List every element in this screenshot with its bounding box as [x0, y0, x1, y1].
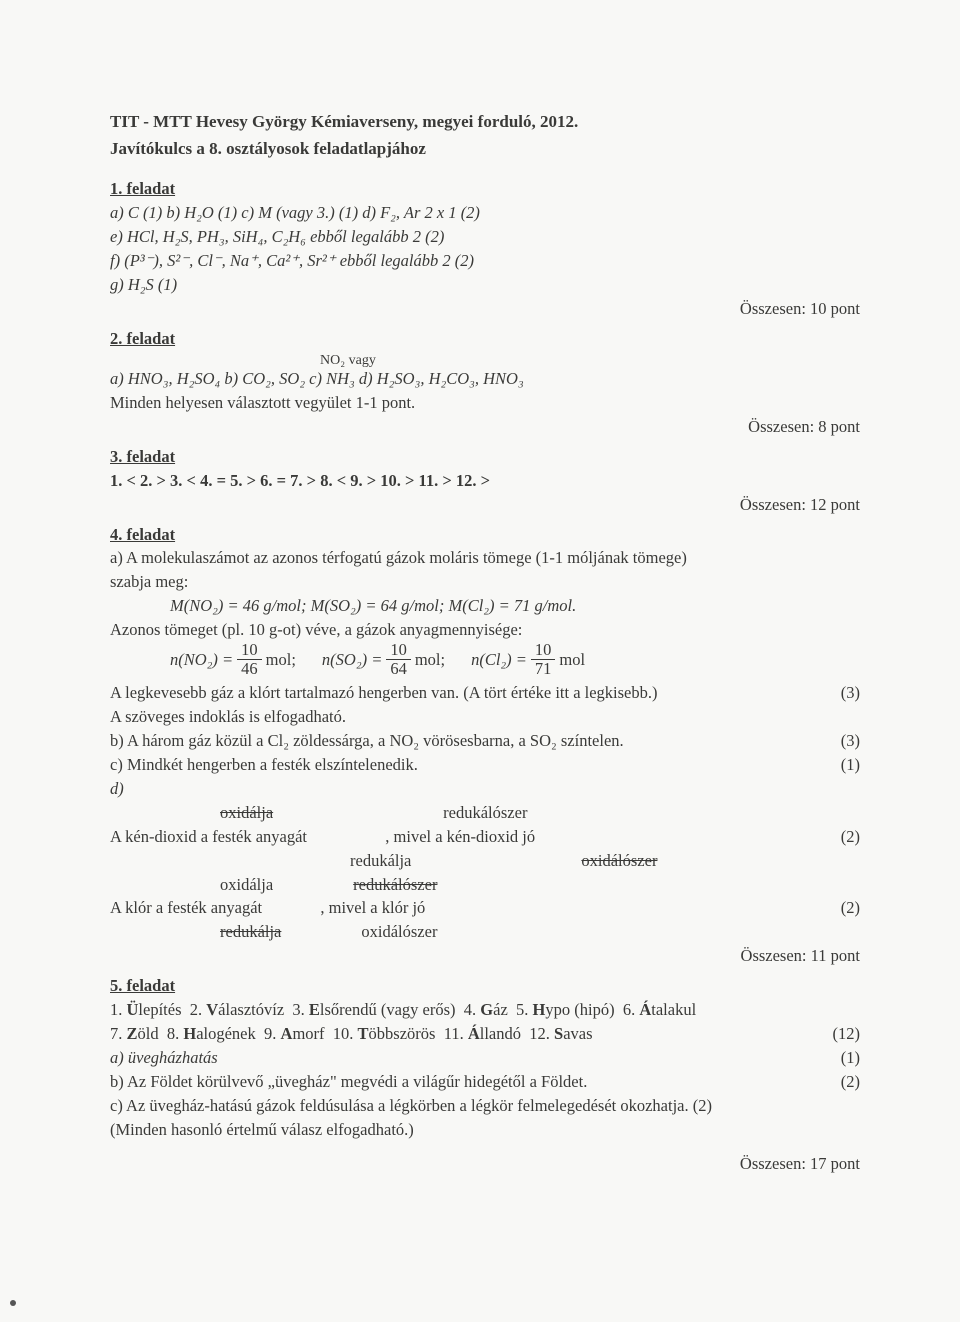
- f4-d-ox4: oxidálószer: [361, 920, 437, 944]
- f5-c: c) Az üvegház-hatású gázok feldúsulása a…: [110, 1094, 860, 1118]
- frac-num-1: 10: [237, 642, 262, 660]
- f1-a: a) C (1) b) H₂O (1) c) M (vagy 3.) (1) d…: [110, 201, 860, 225]
- frac-den-64: 64: [386, 660, 411, 678]
- f1-e: e) HCl, H₂S, PH₃, SiH₄, C₂H₆ ebből legal…: [110, 225, 860, 249]
- f4-d-line1-pts: (2): [820, 825, 860, 849]
- mol-2: mol;: [415, 648, 445, 672]
- f5-l2: 7. Zöld 8. Halogének 9. Amorf 10. Többsz…: [110, 1022, 593, 1046]
- f4-d-row3: oxidálja redukálószer: [110, 873, 860, 897]
- f4-d-row1: oxidálja redukálószer: [110, 801, 860, 825]
- f5-a: a) üvegházhatás: [110, 1046, 218, 1070]
- f5-l2-row: 7. Zöld 8. Halogének 9. Amorf 10. Többsz…: [110, 1022, 860, 1046]
- f3-seq: 1. < 2. > 3. < 4. = 5. > 6. = 7. > 8. < …: [110, 469, 860, 493]
- f4-d-red4: redukálja: [220, 920, 281, 944]
- document-page: TIT - MTT Hevesy György Kémiaverseny, me…: [0, 0, 960, 1322]
- f4-d-line1: A kén-dioxid a festék anyagát , mivel a …: [110, 825, 860, 849]
- f1-f: f) (P³⁻), S²⁻, Cl⁻, Na⁺, Ca²⁺, Sr²⁺ ebbő…: [110, 249, 860, 273]
- f2-total: Összesen: 8 pont: [110, 415, 860, 439]
- f4-a2: szabja meg:: [110, 570, 860, 594]
- doc-subtitle: Javítókulcs a 8. osztályosok feladatlapj…: [110, 137, 860, 162]
- frac-64: 10 64: [386, 642, 411, 677]
- f4-a4-row: A legkevesebb gáz a klórt tartalmazó hen…: [110, 681, 860, 705]
- n-so2-label: n(SO₂) =: [322, 648, 382, 672]
- frac-num-3: 10: [531, 642, 556, 660]
- f4-a4-pts: (3): [820, 681, 860, 705]
- page-marker: [10, 1300, 16, 1306]
- f4-d-red2: redukálja: [350, 849, 411, 873]
- f5-b: b) Az Földet körülvevő „üvegház" megvédi…: [110, 1070, 587, 1094]
- f4-a3: Azonos tömeget (pl. 10 g-ot) véve, a gáz…: [110, 618, 860, 642]
- f4-d-ox3: oxidálja: [220, 873, 273, 897]
- f2-line1: a) HNO₃, H₂SO₄ b) CO₂, SO₂ c) NH₃ d) H₂S…: [110, 367, 860, 391]
- f4-head: 4. feladat: [110, 523, 860, 547]
- f4-d-line2-b: , mivel a klór jó: [320, 898, 425, 917]
- f4-d-line2-a: A klór a festék anyagát: [110, 898, 262, 917]
- f5-l1: 1. Ülepítés 2. Választóvíz 3. Elsőrendű …: [110, 998, 860, 1022]
- f4-a4: A legkevesebb gáz a klórt tartalmazó hen…: [110, 681, 658, 705]
- f4-c-pts: (1): [820, 753, 860, 777]
- f4-d-label: d): [110, 777, 860, 801]
- f4-d-line1-text: A kén-dioxid a festék anyagát , mivel a …: [110, 825, 535, 849]
- frac-num-2: 10: [386, 642, 411, 660]
- f4-d-ox2: oxidálószer: [581, 849, 657, 873]
- f4-d-ox: oxidálja: [220, 801, 273, 825]
- f1-total: Összesen: 10 pont: [110, 297, 860, 321]
- f4-b-row: b) A három gáz közül a Cl₂ zöldessárga, …: [110, 729, 860, 753]
- mol-3: mol: [559, 648, 585, 672]
- n-cl2-label: n(Cl₂) =: [471, 648, 527, 672]
- f4-a5: A szöveges indoklás is elfogadható.: [110, 705, 860, 729]
- f3-total: Összesen: 12 pont: [110, 493, 860, 517]
- f4-d-line2-text: A klór a festék anyagát , mivel a klór j…: [110, 896, 425, 920]
- f5-a-pts: (1): [820, 1046, 860, 1070]
- f5-b-row: b) Az Földet körülvevő „üvegház" megvédi…: [110, 1070, 860, 1094]
- f4-fractions-row: n(NO₂) = 10 46 mol; n(SO₂) = 10 64 mol; …: [110, 642, 860, 677]
- f4-d-red: redukálószer: [443, 801, 527, 825]
- f4-b: b) A három gáz közül a Cl₂ zöldessárga, …: [110, 729, 624, 753]
- mol-1: mol;: [266, 648, 296, 672]
- f2-handwriting: NO₂ vagy: [320, 353, 376, 368]
- f4-total: Összesen: 11 pont: [110, 944, 860, 968]
- frac-46: 10 46: [237, 642, 262, 677]
- n-no2-label: n(NO₂) =: [170, 648, 233, 672]
- f4-d-line2: A klór a festék anyagát , mivel a klór j…: [110, 896, 860, 920]
- f5-l2-pts: (12): [820, 1022, 860, 1046]
- f5-head: 5. feladat: [110, 974, 860, 998]
- frac-den-71: 71: [531, 660, 556, 678]
- f5-total: Összesen: 17 pont: [110, 1152, 860, 1176]
- f4-d-line1-b: , mivel a kén-dioxid jó: [385, 827, 535, 846]
- f4-c-row: c) Mindkét hengerben a festék elszíntele…: [110, 753, 860, 777]
- f5-b-pts: (2): [820, 1070, 860, 1094]
- f4-d-row4: redukálja oxidálószer: [110, 920, 860, 944]
- f4-masses: M(NO₂) = 46 g/mol; M(SO₂) = 64 g/mol; M(…: [110, 594, 860, 618]
- f4-d-line2-pts: (2): [820, 896, 860, 920]
- f3-head: 3. feladat: [110, 445, 860, 469]
- f5-a-row: a) üvegházhatás (1): [110, 1046, 860, 1070]
- f4-d-row2: redukálja oxidálószer: [110, 849, 860, 873]
- f4-a1: a) A molekulaszámot az azonos térfogatú …: [110, 546, 860, 570]
- f5-note: (Minden hasonló értelmű válasz elfogadha…: [110, 1118, 860, 1142]
- f2-head: 2. feladat: [110, 327, 860, 351]
- frac-71: 10 71: [531, 642, 556, 677]
- frac-den-46: 46: [237, 660, 262, 678]
- f1-g: g) H₂S (1): [110, 273, 860, 297]
- doc-title: TIT - MTT Hevesy György Kémiaverseny, me…: [110, 110, 860, 135]
- f5-l1-text: 1. Ülepítés 2. Választóvíz 3. Elsőrendű …: [110, 1000, 696, 1019]
- f1-head: 1. feladat: [110, 177, 860, 201]
- f2-line2: Minden helyesen választott vegyület 1-1 …: [110, 391, 860, 415]
- f4-d-red3: redukálószer: [353, 873, 437, 897]
- f4-b-pts: (3): [820, 729, 860, 753]
- f4-c: c) Mindkét hengerben a festék elszíntele…: [110, 753, 418, 777]
- f4-d-line1-a: A kén-dioxid a festék anyagát: [110, 827, 307, 846]
